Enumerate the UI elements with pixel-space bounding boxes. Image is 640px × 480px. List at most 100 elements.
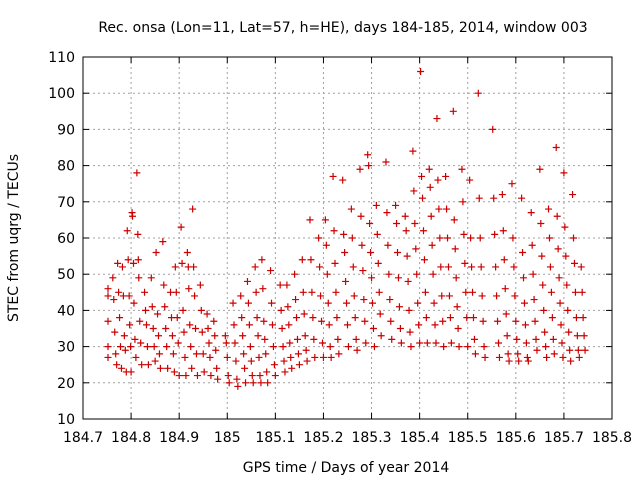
data-point: [466, 176, 474, 184]
data-point: [242, 379, 250, 387]
data-point: [504, 350, 512, 358]
y-tick-label: 90: [57, 122, 75, 138]
data-point: [384, 241, 392, 249]
data-point: [543, 353, 551, 361]
x-axis-label: GPS time / Days of year 2014: [243, 460, 450, 476]
data-point: [135, 274, 143, 282]
x-tick-label: 185.1: [255, 430, 295, 446]
y-tick-label: 70: [57, 195, 75, 211]
data-point: [254, 332, 262, 340]
data-point: [581, 346, 589, 354]
data-point: [404, 277, 412, 285]
data-point: [259, 285, 267, 293]
y-tick-label: 110: [48, 50, 75, 66]
data-point: [401, 212, 409, 220]
x-tick-label: 185.4: [400, 430, 440, 446]
data-point: [462, 288, 470, 296]
data-point: [256, 372, 264, 380]
data-point: [213, 364, 221, 372]
data-point: [306, 216, 314, 224]
data-point: [186, 321, 194, 329]
data-point: [455, 343, 463, 351]
data-point: [495, 339, 503, 347]
data-point: [271, 372, 279, 380]
data-point: [566, 346, 574, 354]
data-point: [239, 332, 247, 340]
data-point: [444, 263, 452, 271]
data-point: [572, 314, 580, 322]
x-tick-label: 184.9: [159, 430, 199, 446]
data-point: [163, 343, 171, 351]
data-point: [569, 191, 577, 199]
data-point: [351, 314, 359, 322]
data-point: [117, 364, 125, 372]
data-point: [323, 270, 331, 278]
data-point: [131, 335, 139, 343]
data-point: [417, 67, 425, 75]
data-point: [416, 339, 424, 347]
data-point: [317, 292, 325, 300]
y-tick-label: 40: [57, 303, 75, 319]
data-point: [464, 343, 472, 351]
data-point: [278, 325, 286, 332]
data-point: [394, 274, 402, 282]
data-point: [109, 274, 117, 282]
data-point: [366, 220, 374, 228]
data-point: [415, 321, 423, 329]
data-point: [255, 353, 263, 361]
data-point: [527, 209, 535, 217]
data-point: [555, 274, 563, 282]
data-point: [212, 346, 220, 354]
data-point: [550, 350, 558, 358]
data-point: [405, 306, 413, 314]
data-point: [503, 332, 511, 340]
data-point: [460, 230, 468, 238]
data-point: [161, 303, 169, 311]
data-point: [222, 339, 230, 347]
data-point: [567, 357, 575, 365]
plot-frame: [82, 56, 613, 420]
data-point: [489, 125, 497, 133]
data-point: [155, 350, 163, 358]
data-point: [529, 270, 537, 278]
data-point: [144, 361, 152, 369]
data-point: [370, 343, 378, 351]
data-point: [374, 259, 382, 267]
data-point: [491, 230, 499, 238]
data-point: [279, 343, 287, 351]
data-point: [445, 292, 453, 300]
data-point: [321, 216, 329, 224]
data-point: [294, 350, 302, 358]
data-point: [539, 281, 547, 289]
data-point: [284, 303, 292, 311]
data-point: [349, 263, 357, 271]
data-point: [501, 285, 509, 293]
x-tick-label: 185.8: [592, 430, 632, 446]
data-point: [478, 292, 486, 300]
data-point: [580, 332, 588, 340]
data-point: [104, 353, 112, 361]
x-tick-label: 185.5: [448, 430, 488, 446]
data-point: [532, 335, 540, 343]
data-point: [237, 292, 245, 300]
data-point: [469, 314, 477, 322]
data-point: [115, 288, 123, 296]
data-point: [276, 281, 284, 289]
data-point: [148, 303, 156, 311]
data-point: [537, 220, 545, 228]
data-point: [129, 212, 137, 220]
data-point: [293, 314, 301, 322]
grid-lines: [83, 57, 612, 419]
data-point: [495, 353, 503, 361]
data-point: [385, 270, 393, 278]
data-point: [519, 248, 527, 256]
data-point: [510, 263, 518, 271]
data-point: [559, 353, 567, 361]
data-point: [571, 288, 579, 296]
data-point: [523, 353, 531, 361]
data-point: [395, 303, 403, 311]
data-point: [419, 227, 427, 235]
data-point: [344, 343, 352, 351]
data-point: [362, 339, 370, 347]
data-point: [154, 310, 162, 318]
